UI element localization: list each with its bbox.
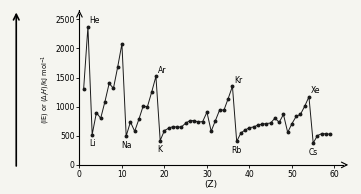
Text: Ar: Ar: [158, 66, 166, 75]
Text: Li: Li: [89, 139, 95, 148]
Text: Kr: Kr: [235, 75, 243, 85]
Text: He: He: [89, 16, 100, 25]
Text: K: K: [158, 145, 163, 154]
Text: Cs: Cs: [309, 148, 318, 157]
Text: Xe: Xe: [311, 86, 321, 95]
Y-axis label: (IE) or $(\Delta_i H)$/kJ mol$^{-1}$: (IE) or $(\Delta_i H)$/kJ mol$^{-1}$: [40, 55, 52, 124]
X-axis label: (Z): (Z): [205, 180, 218, 189]
Text: Rb: Rb: [231, 146, 242, 155]
Text: Na: Na: [121, 141, 131, 150]
